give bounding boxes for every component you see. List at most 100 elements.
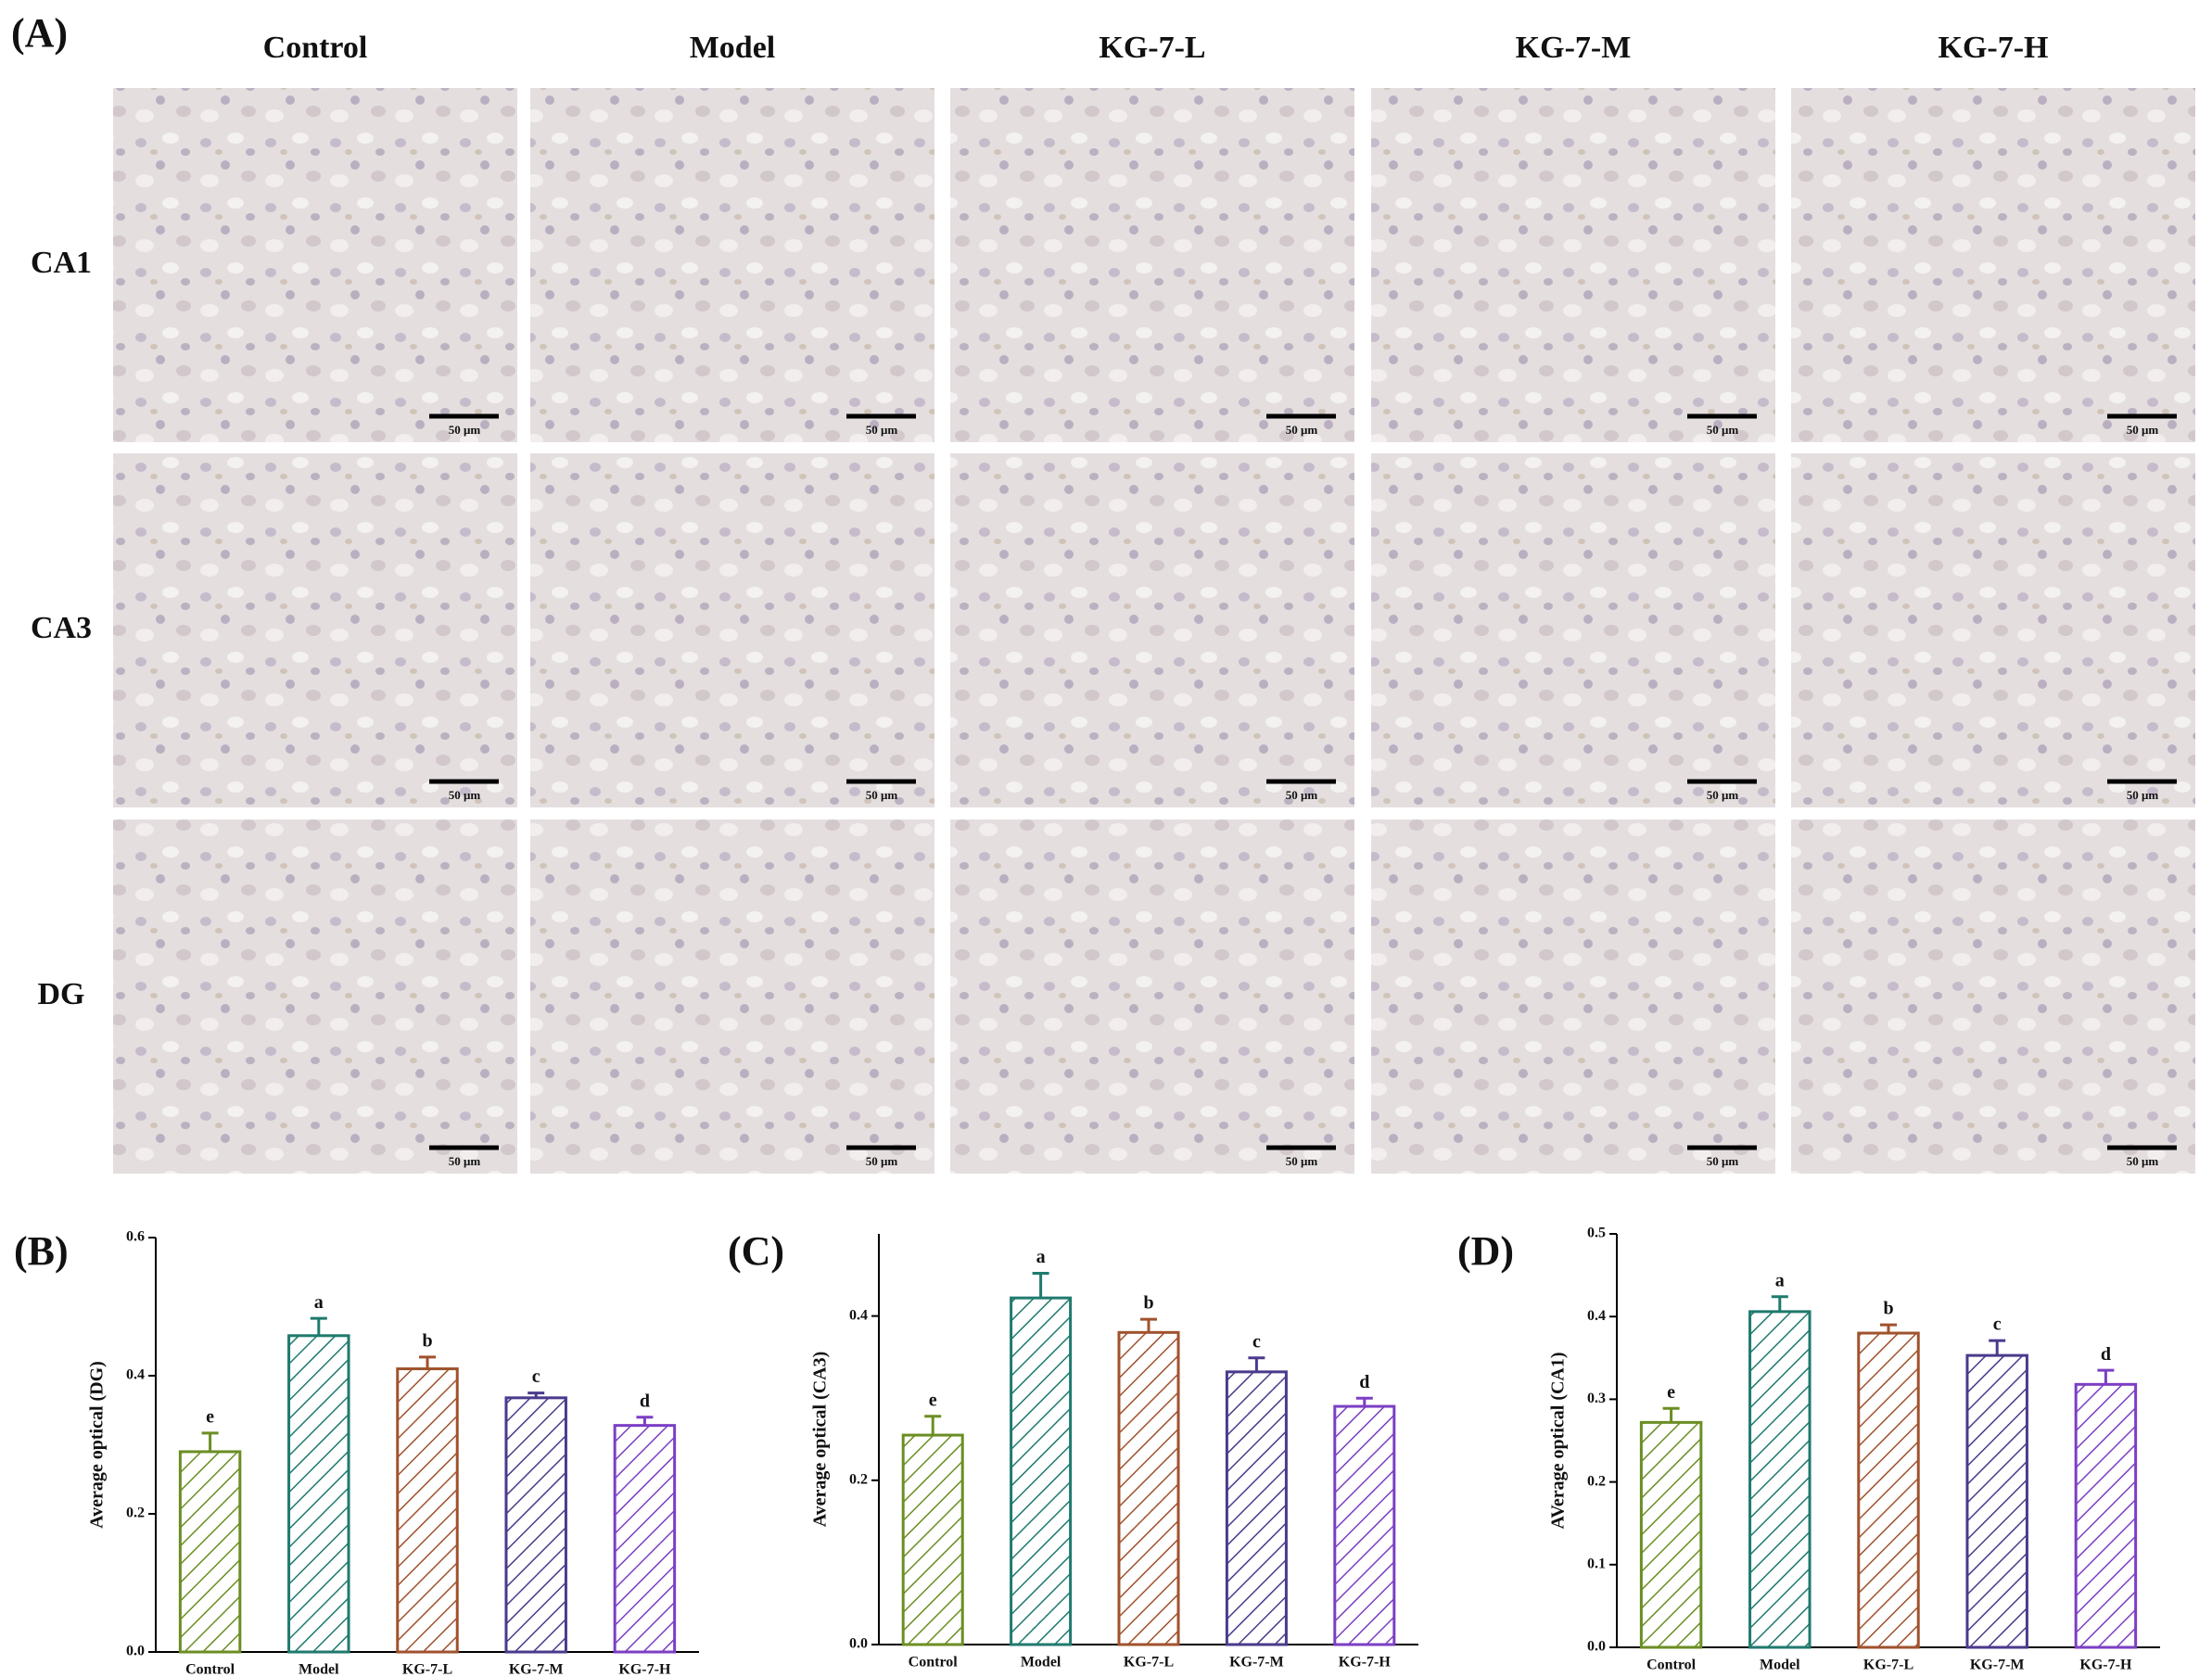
- bar: [396, 1367, 459, 1654]
- significance-letter: a: [314, 1292, 324, 1313]
- significance-letter: c: [1252, 1331, 1261, 1352]
- y-tick-label: 0.4: [1587, 1308, 1606, 1324]
- significance-letter: c: [532, 1366, 540, 1387]
- panel-label: (C): [728, 1228, 784, 1274]
- micrograph: [1371, 819, 1775, 1174]
- scale-bar-label: 50 μm: [1707, 1154, 1739, 1168]
- y-tick-label: 0.6: [126, 1229, 145, 1245]
- scale-bar-label: 50 μm: [2127, 1154, 2159, 1168]
- x-tick-label: Model: [299, 1662, 339, 1677]
- y-axis-label: AVerage optical (CA1): [1548, 1352, 1569, 1529]
- x-tick-label: Model: [1021, 1655, 1062, 1671]
- scale-bar-label: 50 μm: [866, 788, 898, 802]
- y-tick-label: 0.4: [126, 1367, 145, 1383]
- bar: [901, 1433, 964, 1646]
- significance-letter: b: [1143, 1293, 1153, 1314]
- scale-bar-label: 50 μm: [449, 1154, 481, 1168]
- bar: [504, 1396, 567, 1654]
- column-header: Model: [690, 31, 776, 65]
- row-label: DG: [38, 977, 85, 1011]
- x-tick-label: KG-7-L: [1863, 1658, 1913, 1673]
- micrograph: [950, 88, 1354, 442]
- significance-letter: a: [1775, 1270, 1785, 1290]
- micrograph: [530, 88, 934, 442]
- y-axis-label: Average optical (CA3): [810, 1352, 831, 1528]
- y-tick-label: 0.4: [849, 1307, 868, 1323]
- scale-bar-label: 50 μm: [1286, 1154, 1318, 1168]
- panel-label: (A): [11, 10, 68, 56]
- x-tick-label: KG-7-M: [1970, 1658, 2025, 1673]
- bar: [1965, 1353, 2028, 1649]
- row-label: CA3: [31, 611, 92, 645]
- bar: [2074, 1382, 2138, 1649]
- x-tick-label: KG-7-M: [509, 1662, 564, 1677]
- column-header: KG-7-M: [1516, 31, 1632, 65]
- y-tick-label: 0.0: [126, 1644, 145, 1659]
- micrograph: [1791, 453, 2195, 807]
- significance-letter: a: [1036, 1247, 1046, 1267]
- column-header: KG-7-H: [1939, 31, 2049, 65]
- x-tick-label: Control: [1646, 1658, 1697, 1673]
- y-tick-label: 0.2: [1587, 1473, 1606, 1489]
- scale-bar-label: 50 μm: [2127, 788, 2159, 802]
- micrograph: [113, 819, 517, 1174]
- scale-bar-label: 50 μm: [1707, 788, 1739, 802]
- y-tick-label: 0.1: [1587, 1556, 1606, 1571]
- bar: [1225, 1370, 1288, 1646]
- panel-label: (D): [1457, 1228, 1514, 1274]
- x-tick-label: Control: [909, 1655, 959, 1671]
- x-tick-label: Model: [1760, 1658, 1800, 1673]
- micrograph: [530, 819, 934, 1174]
- micrograph: [950, 819, 1354, 1174]
- significance-letter: c: [1993, 1315, 2002, 1335]
- column-header: Control: [263, 31, 368, 65]
- significance-letter: b: [422, 1330, 432, 1351]
- y-tick-label: 0.0: [1587, 1639, 1606, 1655]
- bar: [1748, 1310, 1812, 1649]
- micrograph: [1791, 819, 2195, 1174]
- bar: [1010, 1296, 1073, 1646]
- x-tick-label: Control: [185, 1662, 235, 1677]
- bar: [613, 1424, 677, 1654]
- bar: [1117, 1330, 1180, 1646]
- y-tick-label: 0.5: [1587, 1226, 1606, 1241]
- scale-bar-label: 50 μm: [866, 423, 898, 437]
- scale-bar-label: 50 μm: [449, 788, 481, 802]
- micrograph: [1791, 88, 2195, 442]
- significance-letter: e: [929, 1390, 937, 1410]
- significance-letter: b: [1883, 1299, 1893, 1319]
- significance-letter: e: [1667, 1382, 1675, 1403]
- bar: [287, 1334, 350, 1654]
- row-label: CA1: [31, 246, 92, 280]
- panel-label: (B): [14, 1228, 69, 1274]
- scale-bar-label: 50 μm: [1286, 423, 1318, 437]
- bar: [1333, 1404, 1396, 1646]
- scale-bar-label: 50 μm: [866, 1154, 898, 1168]
- x-tick-label: KG-7-H: [1339, 1655, 1392, 1671]
- y-tick-label: 0.0: [849, 1636, 868, 1652]
- x-tick-label: KG-7-L: [402, 1662, 452, 1677]
- x-tick-label: KG-7-L: [1124, 1655, 1174, 1671]
- significance-letter: d: [1359, 1372, 1369, 1392]
- x-tick-label: KG-7-H: [2079, 1658, 2132, 1673]
- micrograph: [950, 453, 1354, 807]
- y-tick-label: 0.2: [849, 1471, 868, 1487]
- micrograph: [113, 453, 517, 807]
- micrograph: [113, 88, 517, 442]
- scale-bar-label: 50 μm: [449, 423, 481, 437]
- significance-letter: d: [2101, 1344, 2111, 1365]
- bar: [1857, 1331, 1920, 1649]
- micrograph: [530, 453, 934, 807]
- significance-letter: e: [206, 1406, 214, 1427]
- y-tick-label: 0.3: [1587, 1391, 1606, 1406]
- column-header: KG-7-L: [1099, 31, 1205, 65]
- scale-bar-label: 50 μm: [2127, 423, 2159, 437]
- scale-bar-label: 50 μm: [1286, 788, 1318, 802]
- significance-letter: d: [640, 1391, 650, 1411]
- scale-bar-label: 50 μm: [1707, 423, 1739, 437]
- bar: [178, 1450, 242, 1654]
- y-tick-label: 0.2: [126, 1505, 145, 1521]
- micrograph: [1371, 88, 1775, 442]
- y-axis-label: Average optical (DG): [87, 1361, 108, 1529]
